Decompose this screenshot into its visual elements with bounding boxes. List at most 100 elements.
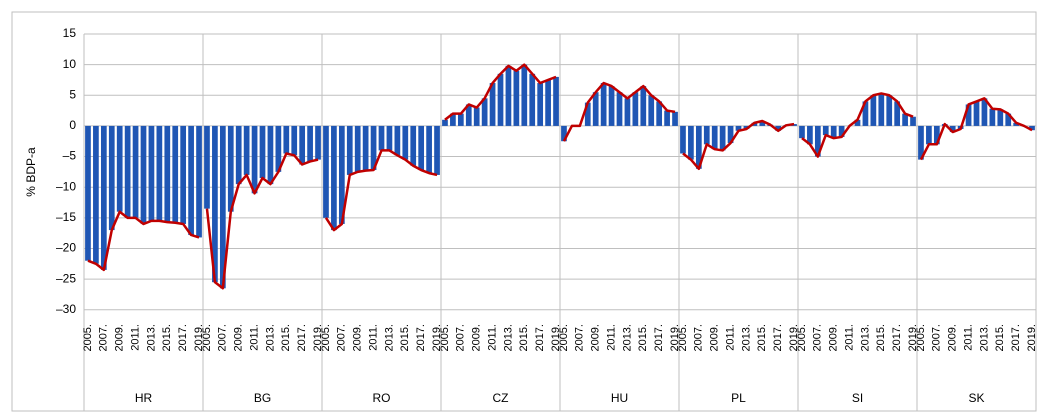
trend-line (205, 152, 319, 290)
x-tick-label: 2019. (788, 324, 800, 352)
bar (529, 73, 536, 126)
x-tick-label: 2011. (367, 324, 379, 351)
x-tick-label: 2015. (994, 324, 1006, 352)
x-tick-label: 2007. (931, 324, 943, 352)
bar (370, 125, 377, 171)
x-tick-label: 2013. (621, 324, 633, 352)
y-tick-label: 0 (69, 118, 76, 132)
bar (648, 95, 655, 126)
bar (457, 113, 464, 126)
x-tick-label: 2007. (217, 324, 229, 352)
x-tick-label: 2011. (605, 324, 617, 351)
y-tick-label: 15 (63, 26, 77, 40)
bar (997, 109, 1004, 126)
bar (402, 125, 409, 160)
bar (902, 113, 908, 126)
bar (553, 76, 559, 126)
bar (608, 86, 615, 126)
x-tick-label: 2009. (709, 324, 721, 352)
x-tick-label: 2011. (129, 324, 141, 351)
bar (394, 125, 401, 156)
group-label: RO (373, 391, 391, 405)
x-tick-label: 2009. (114, 324, 126, 352)
bar (85, 125, 91, 261)
bar (521, 64, 528, 126)
x-tick-label: 2017. (1010, 324, 1022, 352)
bar (259, 125, 266, 178)
trend-line (801, 92, 914, 158)
x-tick-label: 2013. (145, 324, 157, 352)
bar (949, 125, 956, 133)
bar (981, 98, 988, 126)
group-label: HU (611, 391, 628, 405)
x-tick-label: 2011. (843, 324, 855, 351)
bar (227, 125, 234, 212)
bar (624, 98, 631, 126)
group-label: CZ (493, 391, 509, 405)
x-tick-label: 2017. (415, 324, 427, 352)
bar (640, 86, 647, 126)
bar (465, 104, 472, 126)
bar (473, 107, 480, 126)
y-tick-label: –5 (63, 149, 77, 163)
bar (275, 125, 282, 172)
bar (489, 83, 496, 126)
bar (442, 119, 448, 126)
bar (1029, 125, 1035, 131)
bar (862, 101, 869, 126)
y-tick-label: 5 (69, 87, 76, 101)
x-tick-label: 2019. (550, 324, 562, 352)
x-tick-label: 2005. (677, 324, 689, 352)
x-tick-label: 2005. (915, 324, 927, 352)
bar (688, 125, 694, 160)
bar (418, 125, 425, 171)
bar (196, 125, 202, 238)
bar (799, 125, 805, 139)
x-tick-label: 2015. (280, 324, 292, 352)
x-tick-label: 2013. (859, 324, 871, 352)
x-tick-label: 2009. (590, 324, 602, 352)
bar (164, 125, 171, 223)
y-tick-label: –10 (56, 179, 76, 193)
bar (188, 125, 194, 235)
bar (775, 125, 782, 131)
bar (989, 108, 996, 126)
bar (267, 125, 274, 185)
bar (727, 125, 734, 144)
x-tick-label: 2019. (669, 324, 681, 352)
bar (323, 125, 329, 218)
y-tick-label: –25 (56, 271, 76, 285)
bar (735, 125, 742, 131)
bar (616, 92, 623, 126)
group-label: PL (731, 391, 746, 405)
bar (664, 110, 670, 126)
x-tick-label: 2005. (439, 324, 451, 352)
bar (894, 101, 901, 126)
x-tick-label: 2013. (383, 324, 395, 352)
x-tick-label: 2013. (978, 324, 990, 352)
group-label: SK (968, 391, 984, 405)
bar (243, 125, 250, 175)
bar (584, 102, 591, 126)
x-tick-label: 2005. (201, 324, 213, 352)
x-tick-label: 2007. (336, 324, 348, 352)
bar (235, 125, 242, 185)
x-tick-label: 2019. (193, 324, 205, 352)
bar (910, 116, 916, 126)
bar (331, 125, 337, 231)
bar (100, 125, 107, 270)
y-tick-label: –15 (56, 210, 76, 224)
bar (711, 125, 718, 150)
trend-line (87, 210, 200, 272)
bar (338, 125, 345, 224)
bar (156, 125, 163, 221)
bar (656, 101, 663, 126)
x-tick-label: 2013. (740, 324, 752, 352)
bar (116, 125, 123, 212)
trend-line (919, 97, 1033, 161)
bar (814, 125, 821, 157)
x-tick-label: 2017. (534, 324, 546, 352)
bar (632, 92, 639, 126)
bar (354, 125, 361, 172)
